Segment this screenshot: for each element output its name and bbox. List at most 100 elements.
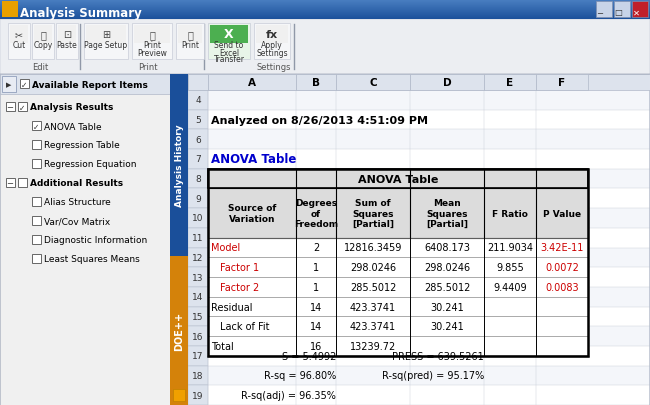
Text: 7: 7 (195, 155, 201, 164)
Text: ⊡: ⊡ (63, 30, 71, 40)
Text: ANOVA Table: ANOVA Table (358, 174, 438, 184)
Bar (32, 122, 41, 131)
Text: ⎘: ⎘ (40, 30, 46, 40)
Text: Var/Cov Matrix: Var/Cov Matrix (44, 217, 111, 226)
Text: 🖨: 🖨 (149, 30, 155, 40)
Bar (56, 24, 78, 60)
Bar (0, 75, 170, 95)
Text: ▶: ▶ (6, 82, 12, 88)
Bar (188, 75, 208, 91)
Bar (188, 150, 650, 169)
Bar (188, 248, 650, 268)
Bar (0, 10, 650, 11)
Bar (188, 386, 650, 405)
Bar (173, 389, 185, 401)
Bar (188, 268, 650, 287)
Bar (188, 307, 208, 326)
Bar (188, 130, 208, 150)
Text: Sum of
Squares
[Partial]: Sum of Squares [Partial] (352, 199, 394, 228)
Bar (0, 8, 650, 9)
Bar (132, 24, 172, 60)
Bar (188, 111, 208, 130)
Text: Settings: Settings (256, 48, 288, 58)
Text: Preview: Preview (137, 48, 167, 58)
Bar (0, 17, 650, 18)
Text: Factor 1: Factor 1 (220, 262, 259, 273)
Bar (336, 75, 410, 91)
Bar (2, 2, 18, 18)
Bar (10, 26, 28, 44)
Bar (208, 169, 588, 189)
Bar (134, 26, 170, 44)
Text: S = 5.4992: S = 5.4992 (281, 351, 336, 361)
Text: F: F (558, 78, 566, 88)
Text: 9.4409: 9.4409 (493, 282, 526, 292)
Bar (188, 130, 650, 150)
Text: X: X (224, 28, 234, 41)
Bar (208, 258, 588, 277)
Text: Apply: Apply (261, 41, 283, 50)
Bar (18, 179, 27, 188)
Bar (188, 287, 208, 307)
Text: Available Report Items: Available Report Items (32, 80, 148, 89)
Text: 15: 15 (192, 312, 203, 321)
Text: 298.0246: 298.0246 (350, 262, 396, 273)
Bar (188, 287, 650, 307)
Bar (208, 277, 588, 297)
Bar (32, 24, 54, 60)
Bar (86, 26, 126, 44)
Text: 5: 5 (195, 116, 201, 125)
Bar (208, 169, 588, 356)
Text: R-sq(pred) = 95.17%: R-sq(pred) = 95.17% (382, 371, 484, 381)
Text: E: E (506, 78, 514, 88)
Text: Regression Equation: Regression Equation (44, 160, 136, 169)
Bar (0, 16, 650, 17)
Text: 6: 6 (195, 135, 201, 144)
Text: Print: Print (181, 41, 199, 50)
Text: 0.0083: 0.0083 (545, 282, 578, 292)
Bar (0, 15, 650, 16)
Text: Analysis History: Analysis History (174, 124, 183, 207)
Bar (34, 26, 52, 44)
Text: Least Squares Means: Least Squares Means (44, 255, 140, 264)
Bar (58, 26, 76, 44)
Text: −: − (6, 103, 14, 112)
Bar (32, 254, 41, 263)
Text: 1: 1 (313, 282, 319, 292)
Bar (210, 26, 248, 44)
Bar (170, 75, 188, 256)
Bar (188, 346, 650, 366)
Bar (188, 228, 650, 248)
Text: 6408.173: 6408.173 (424, 243, 470, 253)
Bar (32, 216, 41, 226)
Text: 🖨: 🖨 (187, 30, 193, 40)
Bar (0, 2, 650, 3)
Bar (170, 256, 188, 405)
Text: 14: 14 (310, 322, 322, 331)
Text: Print: Print (143, 41, 161, 50)
Bar (188, 111, 650, 130)
Text: ✂: ✂ (15, 30, 23, 40)
Text: Diagnostic Information: Diagnostic Information (44, 236, 148, 245)
Text: 30.241: 30.241 (430, 322, 464, 331)
Text: −: − (6, 179, 14, 188)
Bar (188, 189, 208, 209)
Bar (178, 26, 202, 44)
Text: 9: 9 (195, 194, 201, 203)
Bar (632, 2, 648, 18)
Bar (0, 14, 650, 15)
Text: fx: fx (266, 30, 278, 40)
Text: 423.3741: 423.3741 (350, 302, 396, 312)
Bar (0, 9, 650, 10)
Text: B: B (312, 78, 320, 88)
Bar (32, 160, 41, 168)
Text: ─: ─ (597, 9, 603, 17)
Text: 2: 2 (313, 243, 319, 253)
Text: Analysis Summary: Analysis Summary (20, 6, 142, 19)
Text: 298.0246: 298.0246 (424, 262, 470, 273)
Text: Cut: Cut (12, 41, 25, 50)
Bar (188, 248, 208, 268)
Bar (208, 189, 588, 238)
Text: 9.855: 9.855 (496, 262, 524, 273)
Bar (32, 198, 41, 207)
